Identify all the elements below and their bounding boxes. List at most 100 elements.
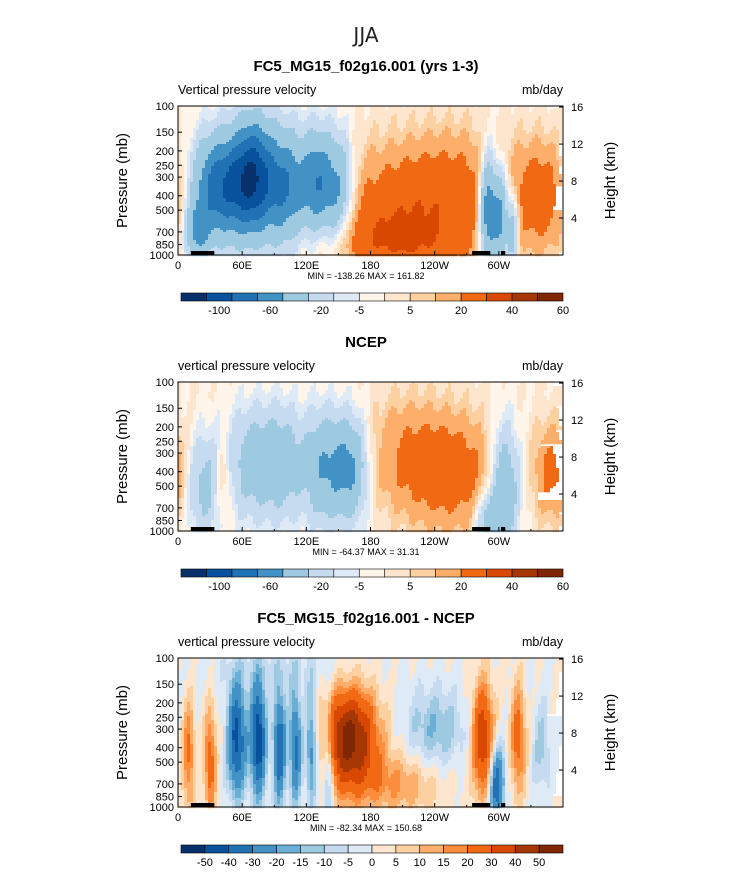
min-max-stats: MIN = -138.26 MAX = 161.82 [307,271,424,281]
colorbar-cell [435,568,462,578]
colorbar-label: -5 [354,305,364,317]
y-tick-label: 400 [156,467,174,479]
colorbar-cell [435,292,462,302]
colorbar-cell [358,568,386,578]
y-tick-label: 250 [156,712,174,724]
y-tick-label: 250 [156,160,174,172]
y-tick-label: 300 [156,172,174,184]
colorbar-cell [206,292,233,302]
panel-title: FC5_MG15_f02g16.001 - NCEP [257,610,475,627]
land-marker [472,803,491,807]
x-tick-label: 0 [175,536,181,548]
y-tick-label: 500 [156,757,174,769]
colorbar-cell [347,844,373,854]
colorbar-label: 40 [509,857,521,869]
colorbar-label: 20 [461,857,473,869]
panel-units-label: mb/day [522,83,564,97]
land-marker [500,251,506,255]
colorbar-label: -40 [221,857,237,869]
colorbar-cell [180,568,207,578]
x-tick-label: 120W [420,260,449,272]
y-tick-label: 150 [156,403,174,415]
x-tick-label: 0 [175,812,181,824]
panel-title: NCEP [345,334,387,351]
colorbar-cell [409,568,436,578]
colorbar-label: 5 [407,581,413,593]
panel-title: FC5_MG15_f02g16.001 (yrs 1-3) [253,58,478,75]
colorbar-cell [358,292,386,302]
colorbar-cell [443,844,468,854]
x-tick-label: 120E [293,260,319,272]
heatmap-field [178,106,562,257]
colorbar-cell [323,844,349,854]
colorbar-label: -30 [245,857,261,869]
colorbar-cell [511,568,538,578]
x-tick-label: 120W [420,812,449,824]
y2-tick-label: 4 [571,213,577,225]
y-axis-title: Pressure (mb) [114,685,131,780]
colorbar-cell [511,292,538,302]
colorbar-cell [514,844,540,854]
y-tick-label: 1000 [150,526,174,538]
y-tick-label: 400 [156,743,174,755]
colorbar-cell [460,292,487,302]
land-marker [500,527,506,531]
panel-units-label: mb/day [522,635,564,649]
y-tick-label: 700 [156,503,174,515]
colorbar-label: -100 [208,305,230,317]
y2-tick-label: 16 [571,102,583,114]
colorbar-cell [276,844,301,854]
x-tick-label: 180 [361,260,379,272]
panel-2: NCEP vertical pressure velocity mb/day 0 60E… [114,334,619,593]
colorbar-cell [537,568,564,578]
colorbar-cell [384,568,411,578]
x-tick-label: 120E [293,536,319,548]
colorbar-cell [486,568,513,578]
y2-tick-label: 12 [571,691,583,703]
colorbar-cell [491,844,516,854]
land-marker [190,527,215,531]
colorbar-label: 50 [533,857,545,869]
colorbar-cell [308,292,335,302]
y2-axis-title: Height (km) [602,418,619,496]
colorbar-label: 30 [485,857,497,869]
colorbar-cell [537,292,564,302]
colorbar-label: 20 [455,581,467,593]
y2-axis-title: Height (km) [602,694,619,772]
heatmap-field [178,382,562,533]
min-max-stats: MIN = -82.34 MAX = 150.68 [310,823,422,833]
colorbar-label: 20 [455,305,467,317]
colorbar-cell [384,292,411,302]
colorbar-label: 10 [414,857,426,869]
y-tick-label: 850 [156,791,174,803]
y-tick-label: 300 [156,724,174,736]
y2-tick-label: 8 [571,176,577,188]
y-tick-label: 100 [156,101,174,113]
x-tick-label: 120W [420,536,449,548]
y-tick-label: 200 [156,422,174,434]
colorbar-cell [409,292,436,302]
colorbar-label: -60 [262,581,278,593]
y2-tick-label: 4 [571,765,577,777]
colorbar-label: -60 [262,305,278,317]
y2-tick-label: 16 [571,378,583,390]
colorbar: -50 -40 -30 -20 -15 -10 -5 0 5 10 15 20 30 40 50 [180,844,564,869]
y-tick-label: 150 [156,127,174,139]
land-marker [472,527,491,531]
colorbar-cell [206,568,233,578]
colorbar-label: -5 [354,581,364,593]
y-tick-label: 150 [156,679,174,691]
y-tick-label: 700 [156,779,174,791]
colorbar-cell [282,292,309,302]
y-tick-label: 850 [156,515,174,527]
x-tick-label: 180 [361,812,379,824]
colorbar-cell [486,292,513,302]
x-tick-label: 60E [232,812,252,824]
colorbar: -100 -60 -20 -5 5 20 40 60 [180,292,569,317]
x-tick-label: 60E [232,536,252,548]
colorbar-cell [467,844,492,854]
colorbar: -100 -60 -20 -5 5 20 40 60 [180,568,569,593]
y-tick-label: 500 [156,205,174,217]
panel-variable-label: vertical pressure velocity [178,359,316,373]
